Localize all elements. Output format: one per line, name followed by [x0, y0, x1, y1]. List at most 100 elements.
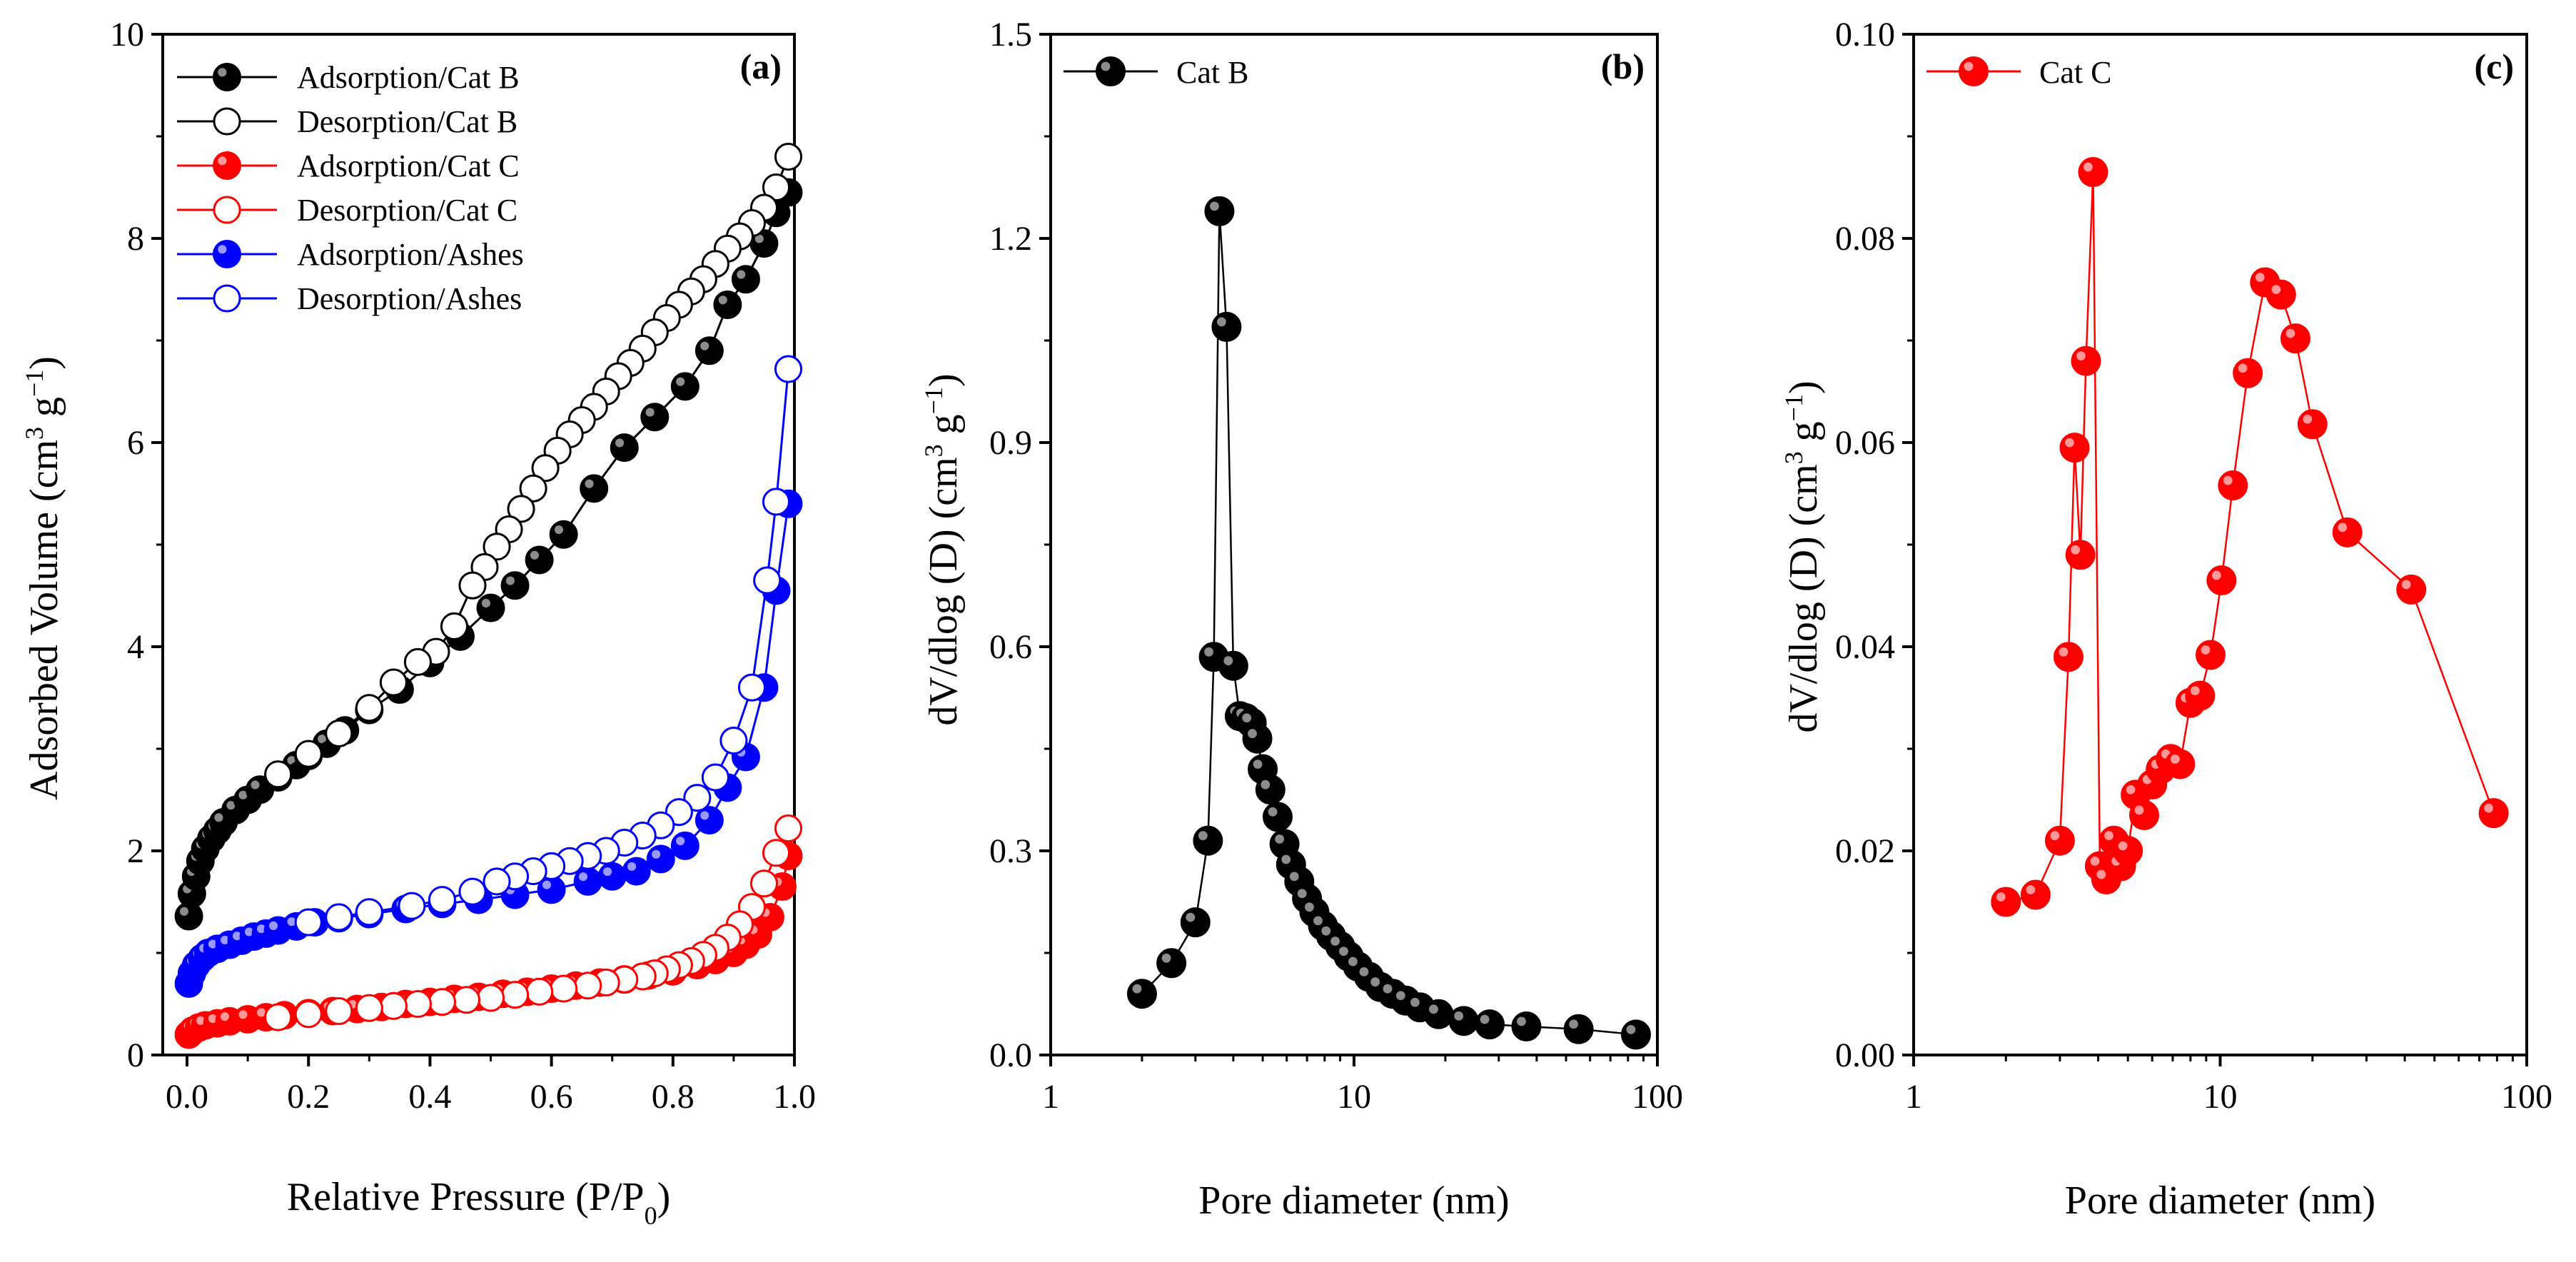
marker-highlight: [226, 801, 236, 810]
data-point: [1204, 196, 1235, 226]
data-point: [574, 971, 602, 1000]
marker-highlight: [2118, 841, 2128, 851]
marker-highlight: [1429, 1004, 1438, 1014]
marker-highlight: [1383, 984, 1393, 994]
data-point: [428, 988, 456, 1016]
marker-body: [1211, 311, 1242, 342]
x-tick-label: 10: [1337, 1078, 1371, 1116]
legend-marker: [213, 63, 241, 91]
marker-body: [640, 403, 670, 432]
data-point: [294, 739, 323, 768]
panel-label: (b): [1601, 46, 1645, 86]
marker-highlight: [676, 377, 685, 386]
marker-body: [2332, 517, 2363, 547]
marker-highlight: [244, 927, 254, 937]
series-line: [2006, 172, 2495, 903]
data-point: [1621, 1019, 1652, 1050]
marker-highlight: [1268, 807, 1278, 817]
y-axis-title: dV/dlog (D) (cm3 g−1): [919, 373, 966, 725]
legend-label: Desorption/Ashes: [297, 281, 522, 316]
y-tick-label: 0.0: [989, 1036, 1032, 1074]
x-axis-title: Relative Pressure (P/P0): [287, 1175, 670, 1230]
marker-body: [2053, 642, 2083, 672]
marker-highlight: [196, 1016, 205, 1025]
marker-body: [2206, 565, 2237, 596]
data-point: [1211, 311, 1242, 342]
marker-body: [1180, 907, 1211, 938]
marker-highlight: [1454, 1011, 1464, 1021]
data-point: [2165, 749, 2196, 779]
marker-highlight: [208, 1014, 218, 1024]
data-point: [597, 862, 627, 891]
marker-body: [1511, 1011, 1542, 1041]
marker-body: [2280, 323, 2310, 354]
legend-label: Adsorption/Ashes: [297, 237, 524, 272]
y-tick-label: 1.2: [989, 220, 1032, 258]
marker-highlight: [179, 907, 189, 916]
marker-highlight: [2126, 784, 2136, 794]
x-axis-title: Pore diameter (nm): [2065, 1178, 2375, 1223]
marker-body: [1096, 56, 1126, 86]
marker-highlight: [2170, 754, 2180, 764]
data-point: [476, 593, 505, 622]
data-point: [670, 831, 699, 860]
y-tick-label: 0: [127, 1036, 144, 1074]
marker-highlight: [256, 1008, 266, 1017]
legend-entry: Desorption/Cat B: [177, 104, 517, 139]
marker-body: [476, 593, 505, 622]
data-point: [458, 571, 487, 600]
marker-body: [2129, 799, 2160, 830]
data-point: [501, 981, 530, 1009]
data-point: [549, 520, 578, 549]
data-point: [762, 839, 791, 867]
marker-highlight: [1517, 1016, 1526, 1026]
marker-highlight: [1253, 759, 1263, 769]
data-point: [2266, 279, 2296, 310]
marker-highlight: [1297, 889, 1307, 899]
y-tick-label: 6: [127, 424, 144, 462]
legend-marker: [1096, 56, 1126, 86]
marker-highlight: [232, 932, 242, 941]
marker-highlight: [1480, 1014, 1490, 1024]
data-point: [2332, 517, 2363, 547]
marker-body: [1218, 650, 1248, 681]
data-point: [264, 1003, 293, 1031]
data-point: [1448, 1006, 1479, 1036]
x-tick-label: 0.0: [166, 1078, 208, 1116]
data-point: [500, 571, 530, 600]
marker-highlight: [1132, 984, 1142, 994]
y-axis-title: Adsorbed Volume (cm3 g−1): [20, 356, 66, 800]
data-point: [483, 867, 511, 896]
data-point: [1475, 1009, 1505, 1040]
marker-body: [1193, 825, 1223, 856]
marker-body: [2185, 680, 2216, 711]
data-point: [2071, 345, 2101, 376]
marker-body: [1262, 802, 1293, 832]
marker-highlight: [218, 68, 227, 77]
panel-c: 1 10 100 0.00 0.02 0.04 0.06 0.08 0.10 Pore diame…: [1779, 16, 2552, 1223]
marker-highlight: [1330, 937, 1340, 946]
marker-highlight: [2071, 545, 2081, 555]
marker-body: [1423, 999, 1454, 1029]
data-point: [1180, 907, 1211, 938]
y-tick-label: 10: [110, 16, 144, 54]
marker-body: [2266, 279, 2296, 310]
legend-marker: [1959, 56, 1989, 86]
data-point: [403, 989, 432, 1019]
marker-highlight: [1248, 729, 1257, 739]
marker-highlight: [2083, 162, 2093, 172]
data-point: [1255, 774, 1286, 805]
marker-body: [2020, 879, 2051, 910]
marker-highlight: [1305, 902, 1314, 912]
marker-highlight: [585, 479, 594, 488]
legend-marker: [213, 107, 241, 136]
marker-body: [597, 862, 627, 891]
marker-body: [670, 372, 699, 401]
marker-body: [1959, 56, 1989, 86]
marker-body: [2195, 640, 2226, 670]
data-point: [264, 760, 293, 789]
marker-body: [525, 545, 554, 575]
y-tick-label: 1.5: [989, 16, 1032, 54]
data-point: [519, 474, 547, 503]
data-point: [398, 892, 426, 920]
